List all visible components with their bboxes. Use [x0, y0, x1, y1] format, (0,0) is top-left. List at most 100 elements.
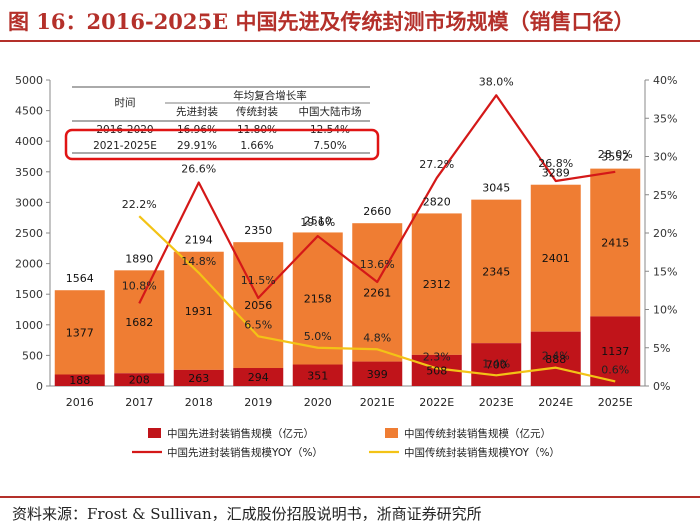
table-cell-period: 2021-2025E [93, 140, 157, 152]
traditional-yoy-label: 0.6% [601, 363, 629, 376]
y-right-tick-label: 20% [653, 227, 677, 240]
legend-traditional-bar-text: 中国传统封装销售规模（亿元） [404, 427, 551, 440]
legend-traditional-bar-swatch [385, 428, 398, 438]
x-tick-label: 2016 [66, 396, 94, 409]
data-labels: 188 1377 1564 208 1682 1890 263 1931 2194 294 2056… [66, 75, 633, 387]
legend-advanced-line-text: 中国先进封装销售规模YOY（%） [167, 446, 323, 459]
table-header-trad: 传统封装 [236, 105, 278, 118]
y-left-tick-label: 4500 [15, 105, 43, 118]
bar-traditional [352, 223, 403, 362]
advanced-yoy-label: 10.8% [122, 279, 157, 292]
x-tick-label: 2017 [125, 396, 153, 409]
traditional-value-label: 1377 [66, 326, 94, 339]
lines [138, 94, 616, 383]
table-header-adv: 先进封装 [176, 105, 218, 118]
advanced-yoy-label: 38.0% [479, 75, 514, 88]
traditional-yoy-label: 2.4% [542, 350, 570, 363]
advanced-value-label: 1137 [601, 345, 629, 358]
y-left-tick-label: 1000 [15, 319, 43, 332]
table-header-time: 时间 [115, 96, 136, 109]
y-left-tick-label: 3000 [15, 196, 43, 209]
traditional-yoy-label: 22.2% [122, 198, 157, 211]
table-cell-market: 7.50% [313, 140, 346, 152]
bar-advanced [54, 374, 105, 386]
advanced-value-label: 294 [248, 371, 269, 384]
traditional-value-label: 2158 [304, 292, 332, 305]
x-tick-label: 2023E [479, 396, 514, 409]
line-advanced-yoy [138, 94, 616, 304]
total-value-label: 2350 [244, 224, 272, 237]
traditional-value-label: 2056 [244, 299, 272, 312]
bar-advanced [352, 361, 403, 386]
advanced-value-label: 351 [307, 369, 328, 382]
total-value-label: 2820 [423, 195, 451, 208]
bar-advanced [530, 331, 581, 386]
traditional-yoy-label: 4.8% [363, 331, 391, 344]
axes: 0 500 1000 1500 2000 2500 3000 3500 4000 4500 5000… [15, 74, 677, 409]
y-left-tick-label: 2000 [15, 258, 43, 271]
advanced-value-label: 700 [486, 359, 507, 372]
line-traditional-yoy [138, 215, 616, 383]
total-value-label: 3045 [482, 182, 510, 195]
advanced-value-label: 263 [188, 372, 209, 385]
advanced-value-label: 188 [69, 374, 90, 387]
traditional-yoy-label: 14.8% [181, 255, 216, 268]
source-divider [0, 496, 700, 498]
y-left-tick-label: 2500 [15, 227, 43, 240]
bar-advanced [471, 343, 522, 386]
y-left-tick-label: 3500 [15, 166, 43, 179]
traditional-value-label: 1931 [185, 305, 213, 318]
total-value-label: 1564 [66, 272, 94, 285]
x-tick-label: 2018 [185, 396, 213, 409]
y-right-tick-label: 5% [653, 342, 670, 355]
traditional-yoy-label: 5.0% [304, 330, 332, 343]
total-value-label: 2510 [304, 214, 332, 227]
total-value-label: 2194 [185, 234, 213, 247]
traditional-value-label: 2312 [423, 278, 451, 291]
y-left-tick-label: 4000 [15, 135, 43, 148]
bar-traditional [114, 270, 165, 374]
bar-advanced [590, 316, 641, 386]
y-left-tick-label: 5000 [15, 74, 43, 87]
traditional-yoy-label: 1.4% [482, 357, 510, 370]
bar-traditional [54, 290, 105, 375]
advanced-value-label: 508 [426, 364, 447, 377]
advanced-yoy-label: 26.8% [538, 157, 573, 170]
traditional-yoy-label: 2.3% [423, 350, 451, 363]
advanced-value-label: 208 [129, 374, 150, 387]
advanced-value-label: 888 [545, 353, 566, 366]
source-note: 资料来源：Frost & Sullivan，汇成股份招股说明书，浙商证券研究所 [12, 505, 482, 523]
legend-advanced-bar-text: 中国先进封装销售规模（亿元） [167, 427, 314, 440]
bar-traditional [233, 242, 284, 369]
bar-traditional [590, 168, 641, 317]
bar-traditional [471, 199, 522, 344]
highlight-box [64, 128, 380, 161]
table-cell-trad: 1.66% [240, 140, 273, 152]
advanced-yoy-label: 27.2% [419, 158, 454, 171]
total-value-label: 1890 [125, 252, 153, 265]
bar-advanced [233, 368, 284, 386]
traditional-value-label: 1682 [125, 316, 153, 329]
x-tick-label: 2019 [244, 396, 272, 409]
advanced-yoy-label: 11.5% [241, 274, 276, 287]
title-divider [0, 40, 700, 42]
y-right-tick-label: 35% [653, 112, 677, 125]
table-cell-adv: 29.91% [177, 140, 217, 152]
traditional-yoy-label: 6.5% [244, 318, 272, 331]
table-header-market: 中国大陆市场 [299, 105, 362, 118]
traditional-value-label: 2415 [601, 237, 629, 250]
y-right-tick-label: 40% [653, 74, 677, 87]
advanced-yoy-label: 19.6% [300, 216, 335, 229]
total-value-label: 3552 [601, 151, 629, 164]
y-right-tick-label: 30% [653, 151, 677, 164]
y-right-tick-label: 25% [653, 189, 677, 202]
total-value-label: 2660 [363, 205, 391, 218]
bar-advanced [173, 369, 224, 386]
advanced-yoy-label: 28.0% [598, 148, 633, 161]
advanced-value-label: 399 [367, 368, 388, 381]
y-left-tick-label: 0 [36, 380, 43, 393]
traditional-value-label: 2401 [542, 252, 570, 265]
x-tick-label: 2024E [538, 396, 573, 409]
x-tick-label: 2025E [598, 396, 633, 409]
